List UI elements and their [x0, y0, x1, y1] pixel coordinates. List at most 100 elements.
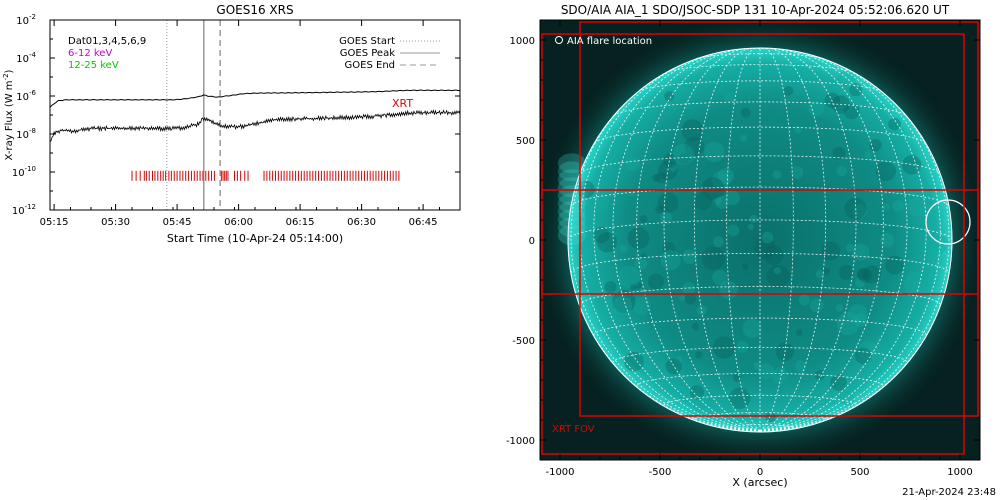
x-tick-label: 1000 — [947, 467, 972, 478]
disk-texture — [835, 304, 844, 312]
x-tick-label: -500 — [649, 467, 672, 478]
y-tick-label: 10-2 — [16, 13, 36, 27]
disk-texture — [604, 281, 617, 294]
disk-texture — [587, 191, 609, 213]
latitude-line — [613, 101, 907, 117]
disk-texture — [853, 204, 867, 219]
disk-texture — [757, 363, 775, 380]
disk-texture — [701, 177, 725, 200]
disk-texture — [753, 361, 761, 370]
aia-title: SDO/AIA AIA_1 SDO/JSOC-SDP 131 10-Apr-20… — [561, 3, 950, 17]
y-tick-label: 1000 — [510, 36, 535, 47]
legend-start-label: GOES Start — [339, 36, 395, 47]
disk-texture — [715, 195, 729, 209]
disk-texture — [795, 329, 803, 336]
y-tick-label: -500 — [512, 336, 535, 347]
disk-texture — [581, 205, 590, 213]
sun-image — [540, 20, 980, 460]
disk-texture — [836, 312, 860, 336]
disk-texture — [822, 267, 831, 276]
disk-texture — [624, 351, 644, 372]
disk-texture — [857, 340, 880, 363]
latitude-line — [697, 53, 823, 59]
disk-texture — [740, 107, 752, 118]
disk-texture — [664, 91, 675, 102]
disk-texture — [712, 236, 724, 248]
channels-label: Dat01,3,4,5,6,9 — [68, 36, 146, 47]
disk-texture — [655, 205, 665, 214]
disk-texture — [693, 191, 713, 211]
longitude-line — [759, 48, 857, 432]
longitude-line — [759, 77, 950, 432]
longitude-line — [759, 48, 827, 432]
disk-texture — [742, 318, 762, 339]
disk-texture — [836, 165, 847, 177]
disk-texture — [849, 83, 863, 97]
disk-texture — [612, 289, 636, 314]
disk-texture — [724, 190, 740, 206]
limb-brightening — [557, 169, 586, 190]
disk-texture — [885, 255, 904, 275]
y-tick-label: 10-12 — [12, 203, 36, 217]
disk-texture — [883, 203, 890, 211]
disk-texture — [736, 341, 749, 353]
latitude-line — [579, 155, 941, 174]
aia-x-label: X (arcsec) — [732, 476, 787, 489]
disk-texture — [839, 264, 855, 280]
longitude-line — [759, 48, 884, 432]
longitude-line — [759, 50, 927, 432]
disk-texture — [660, 250, 681, 270]
disk-texture — [639, 215, 648, 224]
y-tick-label: 10-10 — [12, 165, 36, 179]
goes-title: GOES16 XRS — [216, 3, 293, 17]
disk-texture — [856, 268, 869, 281]
heliographic-grid — [567, 47, 953, 433]
disk-texture — [692, 394, 710, 412]
disk-texture — [665, 358, 682, 375]
disk-texture — [701, 246, 726, 271]
y-tick-label: 10-8 — [16, 127, 36, 141]
disk-texture — [832, 146, 846, 160]
series-noisy-line — [50, 109, 460, 142]
energy-label-low: 6-12 keV — [68, 48, 112, 59]
disk-texture — [691, 322, 700, 331]
series-peak-line — [50, 89, 460, 108]
y-tick-label: 10-4 — [16, 51, 36, 65]
longitude-line — [759, 55, 941, 432]
disk-texture — [821, 241, 841, 261]
disk-texture — [598, 295, 613, 310]
disk-texture — [679, 295, 686, 302]
flare-location-legend: AIA flare location — [555, 36, 652, 47]
disk-texture — [727, 224, 740, 237]
disk-texture — [848, 304, 868, 325]
longitude-line — [570, 77, 761, 432]
goes-y-label: X-ray Flux (W m-2) — [2, 69, 15, 160]
goes-plot-area — [50, 20, 460, 210]
limb-brightening — [557, 177, 586, 198]
disk-texture — [662, 242, 676, 256]
x-tick-label: 06:30 — [347, 217, 376, 228]
x-tick-label: 06:00 — [224, 217, 253, 228]
disk-texture — [783, 86, 794, 96]
y-tick-label: 10-6 — [16, 89, 36, 103]
disk-texture — [907, 316, 916, 324]
goes-x-label: Start Time (10-Apr-24 05:14:00) — [167, 232, 343, 245]
limb-brightening — [557, 225, 586, 246]
disk-texture — [684, 293, 697, 305]
y-tick-label: 500 — [516, 136, 535, 147]
limb-brightening — [557, 153, 586, 174]
disk-texture — [678, 153, 690, 165]
disk-texture — [875, 161, 897, 182]
longitude-line — [693, 48, 761, 432]
disk-texture — [798, 294, 810, 306]
goes-y-axis: 10-2 10-4 10-6 10-8 10-10 10-12 — [12, 13, 460, 217]
disk-texture — [857, 268, 873, 283]
longitude-line — [579, 55, 761, 432]
disk-texture — [904, 271, 928, 296]
goes-x-axis: 05:15 05:30 05:45 06:00 06:15 06:30 06:45 — [40, 20, 461, 228]
x-tick-label: 06:45 — [409, 217, 438, 228]
goes-legend: GOES Start GOES Peak GOES End — [339, 36, 440, 71]
disk-texture — [816, 269, 825, 279]
disk-texture — [764, 245, 784, 265]
